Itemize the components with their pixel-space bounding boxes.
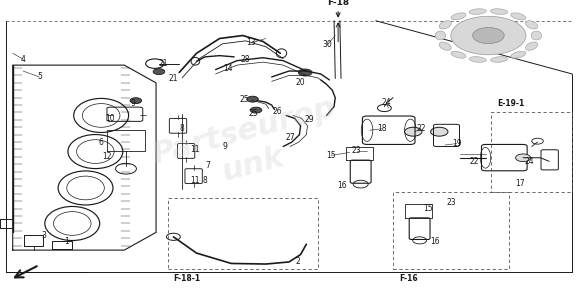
Circle shape	[516, 154, 531, 162]
Text: 2: 2	[295, 258, 300, 266]
Ellipse shape	[439, 21, 451, 29]
Ellipse shape	[435, 31, 446, 40]
Text: 28: 28	[241, 55, 250, 64]
Text: 6: 6	[99, 138, 103, 147]
Ellipse shape	[451, 51, 466, 58]
Text: 19: 19	[452, 139, 461, 148]
Text: 22: 22	[416, 124, 425, 133]
Text: 23: 23	[446, 198, 455, 207]
Circle shape	[250, 107, 262, 113]
Circle shape	[473, 28, 504, 44]
Text: E-19-1: E-19-1	[497, 99, 524, 108]
Text: 8: 8	[203, 176, 208, 185]
Circle shape	[405, 127, 422, 136]
Text: 11: 11	[190, 176, 199, 185]
Ellipse shape	[511, 51, 526, 58]
Text: 24: 24	[381, 98, 391, 107]
Text: F-18-1: F-18-1	[173, 274, 201, 283]
Ellipse shape	[439, 42, 451, 50]
Circle shape	[247, 96, 258, 102]
Text: 15: 15	[327, 151, 336, 160]
Ellipse shape	[531, 31, 542, 40]
Text: 11: 11	[190, 145, 199, 154]
Text: 12: 12	[102, 152, 112, 161]
Text: 21: 21	[169, 74, 178, 83]
Text: 26: 26	[273, 107, 282, 115]
Ellipse shape	[525, 42, 538, 50]
Text: F-18: F-18	[327, 0, 349, 7]
Text: 16: 16	[338, 181, 347, 189]
Text: 21: 21	[158, 59, 168, 68]
Text: 10: 10	[105, 114, 114, 123]
Text: 24: 24	[524, 157, 533, 166]
Circle shape	[431, 127, 448, 136]
Text: 18: 18	[377, 124, 386, 133]
Text: 5: 5	[37, 73, 42, 81]
Text: 13: 13	[247, 38, 256, 47]
Text: 14: 14	[224, 64, 233, 73]
Text: 1: 1	[64, 237, 69, 246]
Ellipse shape	[451, 13, 466, 20]
Ellipse shape	[491, 9, 507, 14]
Ellipse shape	[469, 9, 486, 14]
Text: 4: 4	[21, 55, 25, 64]
Text: 23: 23	[352, 147, 361, 155]
Circle shape	[153, 69, 165, 75]
Ellipse shape	[491, 57, 507, 62]
Text: 3: 3	[41, 231, 46, 240]
Circle shape	[130, 98, 142, 104]
Text: 27: 27	[286, 133, 295, 142]
Text: 16: 16	[430, 237, 439, 246]
Text: 25: 25	[239, 95, 249, 104]
Text: 29: 29	[305, 115, 314, 124]
Text: 7: 7	[206, 161, 210, 170]
Text: F-16: F-16	[399, 274, 417, 283]
Text: 22: 22	[469, 157, 479, 166]
Text: 15: 15	[423, 204, 432, 213]
Circle shape	[451, 16, 526, 55]
Text: 8: 8	[180, 124, 184, 133]
Ellipse shape	[469, 57, 486, 62]
Circle shape	[298, 69, 312, 76]
Text: 30: 30	[323, 40, 332, 49]
Text: 9: 9	[223, 142, 228, 151]
Text: 17: 17	[516, 179, 525, 188]
Text: 20: 20	[296, 78, 305, 87]
Ellipse shape	[511, 13, 526, 20]
Text: 25: 25	[249, 110, 258, 118]
Text: 9: 9	[131, 99, 135, 108]
Ellipse shape	[525, 21, 538, 29]
Text: Partseurop
unk: Partseurop unk	[149, 93, 348, 203]
